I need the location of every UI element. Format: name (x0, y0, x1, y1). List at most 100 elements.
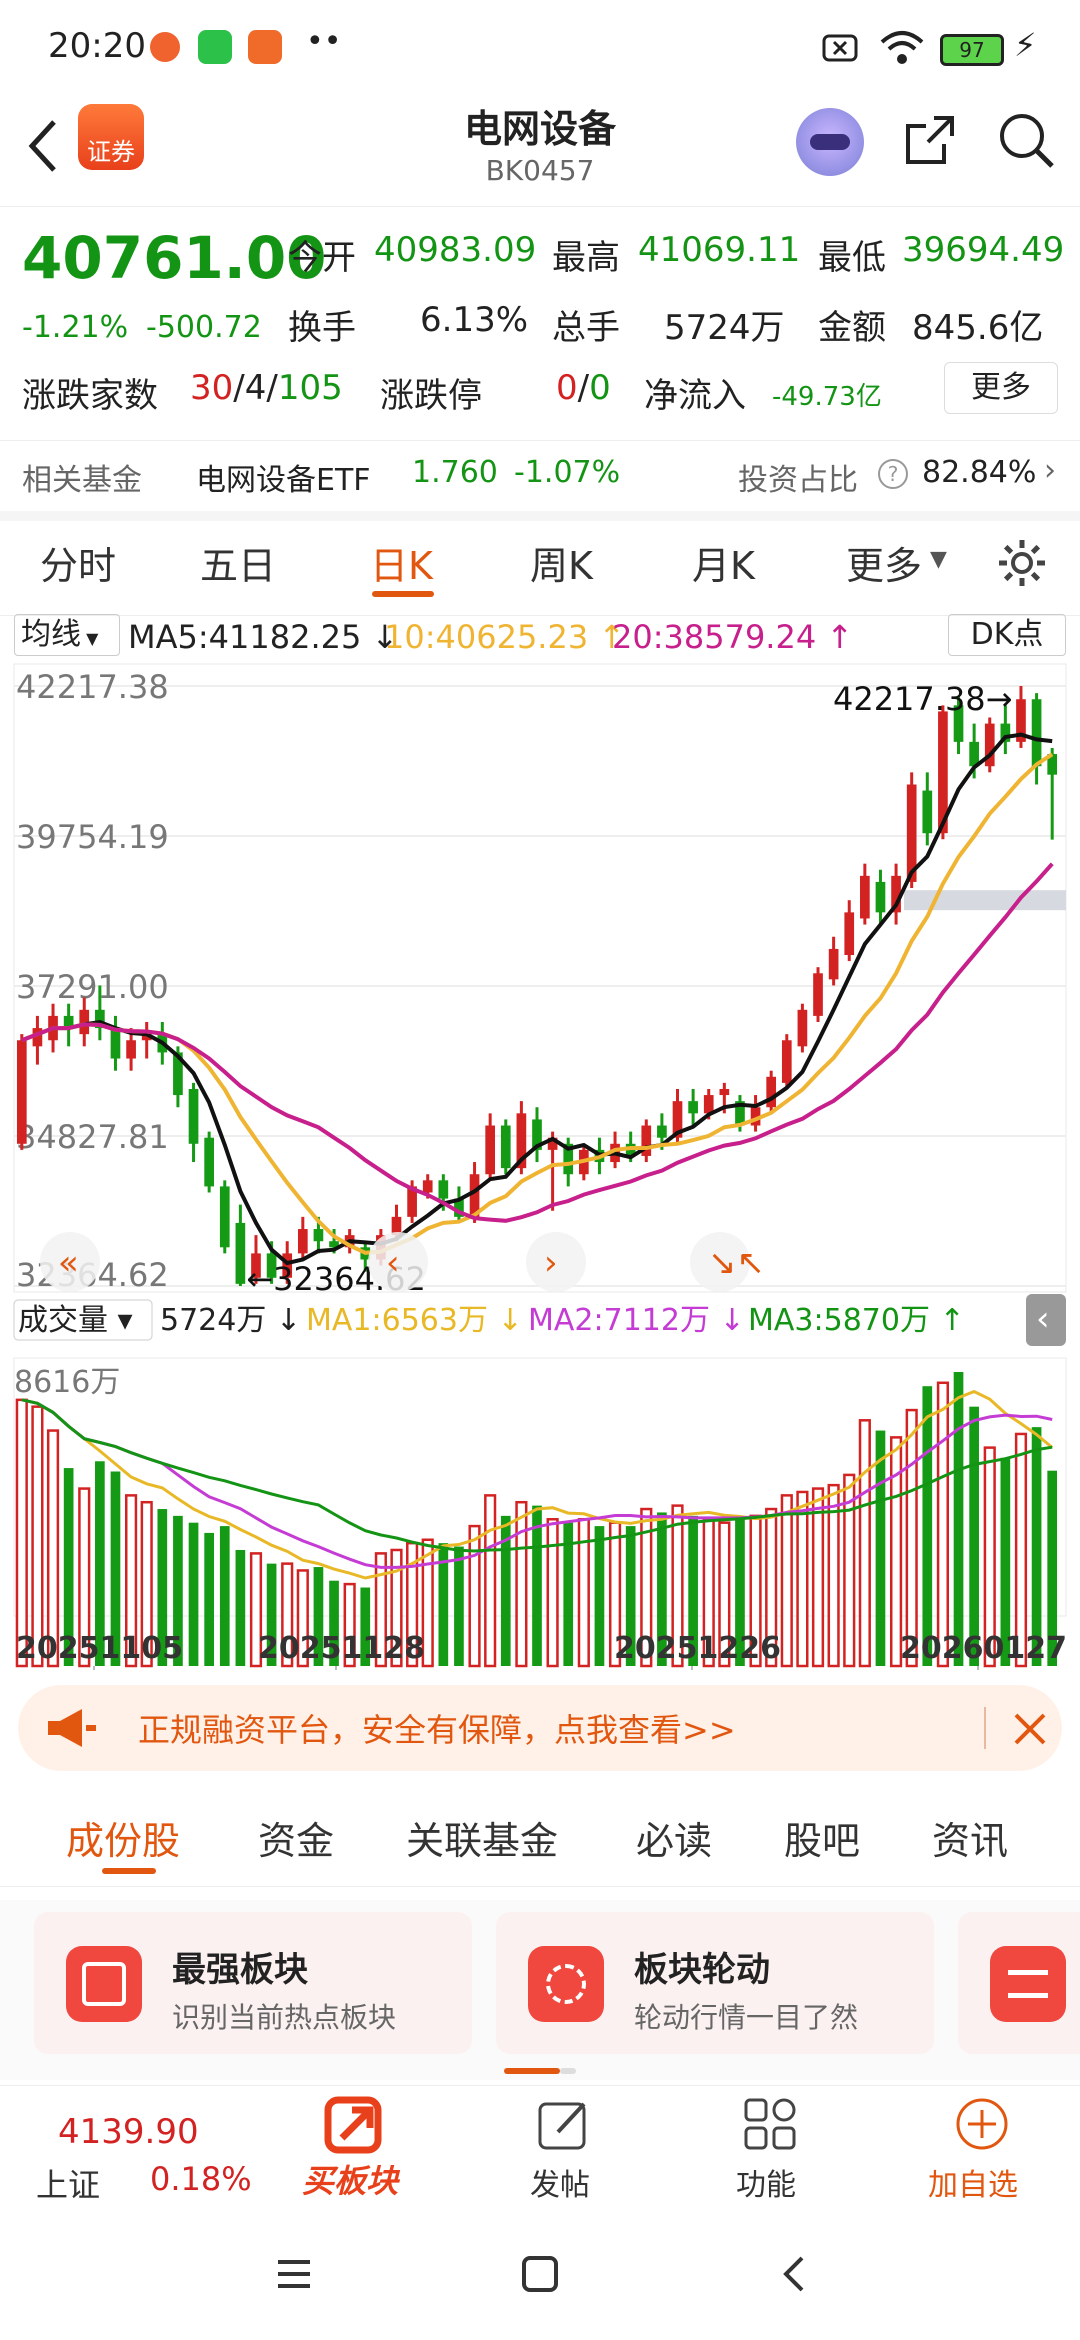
post-button[interactable]: 发帖 (520, 2094, 610, 2204)
back-icon[interactable] (776, 2254, 816, 2294)
more-button[interactable]: 更多 (944, 362, 1058, 414)
candle-body (313, 1229, 324, 1242)
tab-forum[interactable]: 股吧 (784, 1819, 861, 1863)
ma10-label: 10:40625.23 (384, 618, 589, 656)
tab-daily-k[interactable]: 日K (370, 544, 433, 588)
tab-five-day[interactable]: 五日 (200, 544, 277, 588)
volume-bar (374, 1552, 387, 1668)
open-value: 40983.09 (374, 230, 537, 270)
zoom-out-left-icon[interactable] (40, 1232, 100, 1292)
close-icon[interactable] (1012, 1711, 1048, 1747)
card-partial[interactable] (958, 1912, 1080, 2054)
robot-avatar-icon[interactable] (796, 108, 864, 176)
volume-bar (1047, 1470, 1058, 1666)
volume-ma2-line (21, 1398, 1053, 1569)
card-sector-rotation[interactable]: 板块轮动 轮动行情一目了然 (496, 1912, 934, 2054)
tab-constituents[interactable]: 成份股 (66, 1819, 181, 1863)
volume-bar (140, 1500, 153, 1668)
limit-up: 0 (556, 368, 578, 408)
volume-bar (1000, 1457, 1011, 1666)
signal-x-icon (822, 34, 858, 62)
home-icon[interactable] (520, 2254, 560, 2294)
limit-label: 涨跌停 (380, 376, 482, 416)
candle-body (953, 705, 964, 742)
breadth-flat: 4 (244, 368, 267, 408)
volume-bar (249, 1552, 263, 1668)
candle-body (719, 1088, 730, 1096)
tab-weekly-k[interactable]: 周K (530, 544, 593, 588)
candle-body (969, 741, 979, 767)
menu-icon[interactable] (274, 2254, 314, 2294)
prev-icon[interactable] (368, 1232, 428, 1292)
amount-label: 金额 (818, 308, 886, 348)
breadth-up: 30 (190, 368, 234, 408)
next-icon[interactable] (526, 1232, 586, 1292)
tab-related-funds[interactable]: 关联基金 (406, 1819, 559, 1863)
candle-body (532, 1119, 542, 1150)
search-icon[interactable] (994, 108, 1058, 172)
volume-selector[interactable] (13, 1299, 153, 1341)
kline-chart[interactable]: 42217.3839754.1937291.0034827.8132364.62… (0, 658, 1080, 1674)
candle-body (297, 1229, 308, 1254)
volume-bar (532, 1505, 542, 1666)
tab-monthly-k[interactable]: 月K (692, 544, 755, 588)
buy-sector-button[interactable]: 买板块 (296, 2094, 416, 2204)
candle-body (1016, 699, 1026, 742)
candle-body (251, 1253, 261, 1278)
volume-bar (563, 1522, 574, 1666)
volume-bar (296, 1569, 309, 1668)
price-panel-frame (13, 663, 1067, 1293)
candle-body (485, 1125, 496, 1175)
volume-bar (843, 1473, 856, 1668)
tab-must-read[interactable]: 必读 (636, 1819, 713, 1863)
volume-bar (173, 1515, 183, 1666)
wifi-icon (880, 31, 924, 64)
index-ticker[interactable]: 4139.90 上证 0.18% (0, 2086, 260, 2211)
candle-body (173, 1052, 183, 1096)
breadth-label: 涨跌家数 (22, 376, 158, 416)
last-price: 40761.00 (22, 224, 327, 292)
candle-body (563, 1143, 574, 1175)
volume-label: 总手 (552, 308, 620, 348)
buy-sector-label: 买板块 (302, 2162, 399, 2200)
low-label: 最低 (818, 238, 886, 278)
candle-body (219, 1186, 230, 1248)
volume-bar (438, 1543, 449, 1666)
dk-button[interactable]: DK点 (948, 614, 1066, 656)
candle-body (95, 1009, 105, 1029)
ma-selector[interactable]: 均线 ▼ (14, 614, 120, 656)
collapse-button[interactable] (1026, 1294, 1066, 1346)
fullscreen-icon-glyph: ↘↖ (708, 1243, 765, 1283)
related-fund-row[interactable]: 相关基金 电网设备ETF 1.760 -1.07% 投资占比 ? 82.84% … (0, 440, 1080, 521)
tab-more[interactable]: 更多 (846, 544, 923, 588)
wechat-icon (198, 30, 232, 64)
volume-bar (484, 1494, 497, 1668)
candle-body (813, 973, 823, 1016)
tab-news[interactable]: 资讯 (932, 1819, 1009, 1863)
volume-ma2: MA2:7112万 ↓ (528, 1303, 745, 1338)
functions-button[interactable]: 功能 (726, 2094, 816, 2204)
volume-bar (546, 1518, 559, 1668)
card-strongest-sector[interactable]: 最强板块 识别当前热点板块 (34, 1912, 472, 2054)
limit-values: 0/0 (556, 368, 611, 408)
volume-bar (454, 1546, 464, 1666)
volume-selector-label: 成交量 ▾ (18, 1303, 133, 1338)
settings-gear-icon[interactable] (996, 537, 1048, 589)
tab-funds[interactable]: 资金 (258, 1819, 335, 1863)
candle-body (703, 1095, 714, 1114)
ad-banner[interactable]: 正规融资平台，安全有保障，点我查看>> (18, 1685, 1062, 1771)
breadth-sep2: / (266, 368, 278, 408)
logo-text: 证券 (87, 138, 135, 166)
add-watchlist-button[interactable]: 加自选 (922, 2094, 1042, 2204)
share-icon[interactable] (900, 110, 960, 170)
card-page-indicator (504, 2068, 560, 2074)
kline-svg[interactable]: 42217.3839754.1937291.0034827.8132364.62… (0, 658, 1080, 1674)
tab-intraday[interactable]: 分时 (40, 544, 117, 588)
status-time: 20:20 (48, 26, 146, 66)
sector-code: BK0457 (485, 154, 595, 187)
volume-bar (188, 1522, 199, 1666)
fullscreen-icon[interactable] (690, 1232, 750, 1292)
back-arrow-icon[interactable] (24, 116, 64, 176)
megaphone-icon (48, 1709, 96, 1747)
help-icon[interactable]: ? (878, 459, 908, 489)
